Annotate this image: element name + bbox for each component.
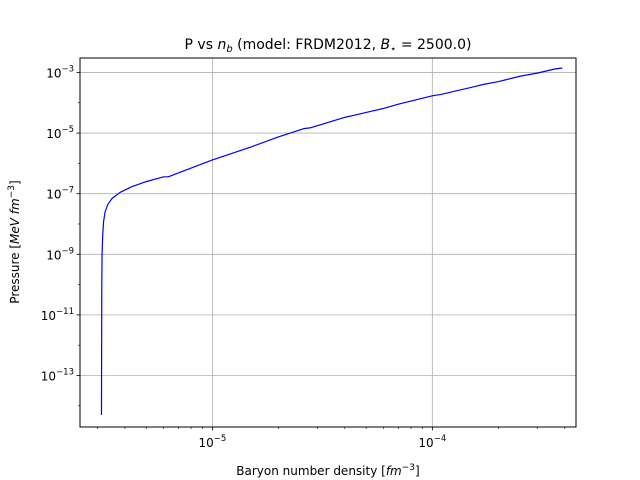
chart-title: P vs nb (model: FRDM2012, B⋆ = 2500.0) bbox=[185, 37, 472, 55]
x-tick-label: 10−4 bbox=[418, 434, 446, 450]
x-tick-label: 10−5 bbox=[199, 434, 227, 450]
y-tick-label: 10−9 bbox=[46, 246, 74, 262]
plot-frame bbox=[79, 57, 577, 428]
series-layer bbox=[100, 67, 563, 415]
y-tick-label: 10−11 bbox=[41, 307, 74, 323]
y-tick-label: 10−7 bbox=[46, 186, 74, 202]
y-tick-label: 10−13 bbox=[41, 368, 74, 384]
x-axis-label: Baryon number density [fm−3] bbox=[236, 463, 419, 478]
y-tick-label: 10−3 bbox=[46, 64, 74, 80]
ticks: 10−5 10−4 10−13 10−11 10−9 10−7 10−5 10−3 bbox=[41, 64, 566, 450]
y-axis-label: Pressure [MeV fm−3] bbox=[7, 180, 22, 303]
grid bbox=[80, 58, 576, 427]
y-tick-label: 10−5 bbox=[46, 125, 74, 141]
series-line bbox=[100, 67, 563, 415]
